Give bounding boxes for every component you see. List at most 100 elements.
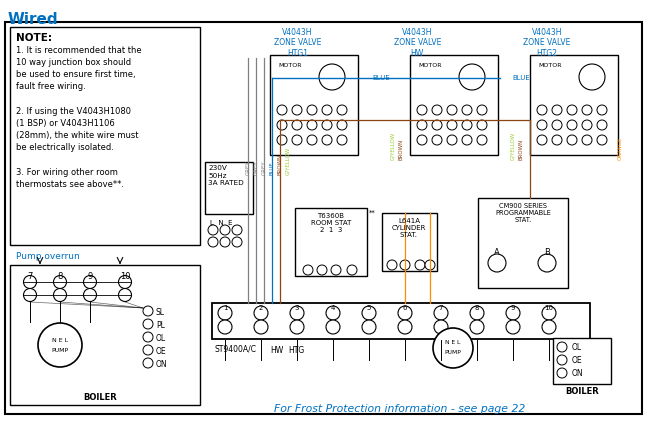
Circle shape [143, 345, 153, 355]
Circle shape [83, 276, 96, 289]
Circle shape [220, 237, 230, 247]
Circle shape [254, 306, 268, 320]
Bar [530, 55, 618, 155]
Circle shape [459, 64, 485, 90]
Text: 6: 6 [402, 305, 407, 311]
Circle shape [417, 120, 427, 130]
Text: HW: HW [270, 346, 283, 355]
Circle shape [83, 289, 96, 301]
Text: 7: 7 [27, 272, 33, 281]
Circle shape [317, 265, 327, 275]
Text: CM900 SERIES
PROGRAMMABLE
STAT.: CM900 SERIES PROGRAMMABLE STAT. [495, 203, 551, 223]
Circle shape [432, 120, 442, 130]
Circle shape [400, 260, 410, 270]
Text: BROWN: BROWN [399, 139, 404, 160]
Circle shape [398, 306, 412, 320]
Text: PUMP: PUMP [52, 348, 69, 353]
Circle shape [434, 306, 448, 320]
Text: MOTOR: MOTOR [538, 63, 562, 68]
Text: **: ** [369, 210, 376, 216]
Circle shape [542, 306, 556, 320]
Circle shape [477, 120, 487, 130]
Circle shape [218, 320, 232, 334]
Text: BOILER: BOILER [565, 387, 599, 396]
Text: GREY: GREY [261, 160, 267, 175]
Circle shape [488, 254, 506, 272]
Text: 10: 10 [120, 272, 130, 281]
Circle shape [303, 265, 313, 275]
Circle shape [432, 135, 442, 145]
Text: 9: 9 [87, 272, 93, 281]
Text: 7: 7 [439, 305, 443, 311]
Text: T6360B
ROOM STAT
2  1  3: T6360B ROOM STAT 2 1 3 [311, 213, 351, 233]
Text: Wired: Wired [8, 12, 59, 27]
Circle shape [434, 320, 448, 334]
Circle shape [552, 120, 562, 130]
Circle shape [398, 320, 412, 334]
Text: 3: 3 [295, 305, 300, 311]
Text: BLUE: BLUE [270, 161, 274, 175]
Circle shape [307, 105, 317, 115]
Circle shape [447, 135, 457, 145]
Circle shape [337, 135, 347, 145]
Circle shape [582, 120, 592, 130]
Circle shape [597, 120, 607, 130]
Circle shape [143, 358, 153, 368]
Circle shape [537, 105, 547, 115]
Circle shape [277, 105, 287, 115]
Text: ST9400A/C: ST9400A/C [215, 345, 257, 354]
Text: BROWN: BROWN [278, 154, 283, 175]
Bar [10, 27, 200, 245]
Text: 9: 9 [510, 305, 515, 311]
Circle shape [506, 320, 520, 334]
Circle shape [292, 105, 302, 115]
Circle shape [337, 120, 347, 130]
Text: G/YELLOW: G/YELLOW [510, 132, 516, 160]
Circle shape [292, 120, 302, 130]
Circle shape [118, 289, 131, 301]
Circle shape [347, 265, 357, 275]
Text: N E L: N E L [52, 338, 68, 343]
Bar [478, 198, 568, 288]
Text: 8: 8 [58, 272, 63, 281]
Text: OL: OL [572, 343, 582, 352]
Circle shape [220, 225, 230, 235]
Bar [10, 265, 200, 405]
Circle shape [506, 306, 520, 320]
Circle shape [232, 237, 242, 247]
Circle shape [579, 64, 605, 90]
Text: ON: ON [572, 369, 584, 378]
Circle shape [118, 276, 131, 289]
Circle shape [331, 265, 341, 275]
Circle shape [292, 135, 302, 145]
Circle shape [208, 237, 218, 247]
Circle shape [54, 276, 67, 289]
Circle shape [23, 276, 36, 289]
Circle shape [232, 225, 242, 235]
Circle shape [567, 135, 577, 145]
Text: OE: OE [572, 356, 583, 365]
Circle shape [552, 105, 562, 115]
Circle shape [218, 306, 232, 320]
Circle shape [143, 319, 153, 329]
Circle shape [54, 289, 67, 301]
Circle shape [277, 120, 287, 130]
Text: A: A [494, 248, 500, 257]
Circle shape [322, 135, 332, 145]
Circle shape [322, 120, 332, 130]
Circle shape [277, 135, 287, 145]
Circle shape [387, 260, 397, 270]
Circle shape [462, 135, 472, 145]
Text: L641A
CYLINDER
STAT.: L641A CYLINDER STAT. [392, 218, 426, 238]
Circle shape [307, 135, 317, 145]
Text: PUMP: PUMP [444, 350, 461, 355]
Text: GREY: GREY [254, 160, 259, 175]
Circle shape [322, 105, 332, 115]
Circle shape [415, 260, 425, 270]
Bar [382, 213, 437, 271]
Circle shape [582, 135, 592, 145]
Text: SL: SL [156, 308, 165, 317]
Text: V4043H
ZONE VALVE
HTG2: V4043H ZONE VALVE HTG2 [523, 28, 571, 58]
Text: MOTOR: MOTOR [278, 63, 302, 68]
Text: G/YELLOW: G/YELLOW [391, 132, 395, 160]
